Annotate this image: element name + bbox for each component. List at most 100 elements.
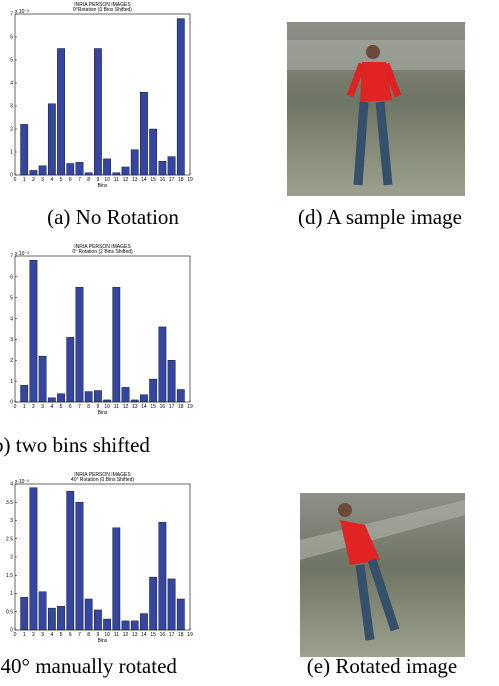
y-tick-label: 7 — [10, 12, 13, 18]
bar — [85, 392, 92, 402]
x-tick-label: 19 — [187, 404, 193, 410]
x-tick-label: 6 — [69, 404, 72, 410]
bar — [103, 619, 110, 630]
y-tick-label: 2.5 — [6, 536, 13, 542]
bar — [21, 385, 28, 402]
bar — [140, 614, 147, 630]
y-tick-label: 1 — [10, 379, 13, 385]
x-tick-label: 16 — [160, 177, 166, 183]
x-tick-label: 1 — [23, 632, 26, 638]
y-tick-label: 6 — [10, 275, 13, 281]
x-tick-label: 15 — [150, 404, 156, 410]
x-tick-label: 14 — [141, 177, 147, 183]
bar — [131, 400, 138, 402]
y-tick-label: 5 — [10, 295, 13, 301]
x-tick-label: 2 — [32, 177, 35, 183]
x-axis-label: Bins — [98, 183, 108, 189]
y-tick-label: 3 — [10, 337, 13, 343]
bar — [159, 161, 166, 175]
x-tick-label: 4 — [50, 177, 53, 183]
x-tick-label: 11 — [114, 177, 119, 183]
chart-subtitle: 0° Rotation (2 Bins Shifted) — [72, 249, 133, 255]
caption: (b) two bins shifted — [0, 433, 150, 457]
bar — [122, 387, 129, 402]
y-tick-label: 2 — [10, 358, 13, 364]
x-tick-label: 18 — [178, 177, 184, 183]
x-tick-label: 13 — [132, 404, 138, 410]
x-tick-label: 3 — [41, 404, 44, 410]
y-tick-label: 3 — [10, 518, 13, 524]
bar — [168, 360, 175, 402]
y-tick-label: 2 — [10, 555, 13, 561]
x-tick-label: 14 — [141, 404, 147, 410]
bar — [76, 502, 83, 630]
x-tick-label: 10 — [104, 404, 110, 410]
y-tick-label: 3.5 — [6, 500, 13, 506]
figure: (a) No Rotation (d) A sample image (b) t… — [0, 0, 499, 686]
bar — [85, 173, 92, 175]
caption: (c) 40° manually rotated — [0, 654, 177, 678]
bar — [122, 621, 129, 630]
x-axis-label: Bins — [98, 638, 108, 644]
y-tick-label: 5 — [10, 58, 13, 64]
x-tick-label: 15 — [150, 632, 156, 638]
bar — [149, 577, 156, 630]
x-tick-label: 19 — [187, 177, 193, 183]
bar — [94, 49, 101, 176]
x-tick-label: 3 — [41, 632, 44, 638]
bar — [168, 579, 175, 630]
caption: (a) No Rotation — [47, 205, 179, 229]
x-tick-label: 4 — [50, 632, 53, 638]
x-tick-label: 11 — [114, 404, 119, 410]
x-tick-label: 5 — [60, 177, 63, 183]
y-tick-label: 1.5 — [6, 573, 13, 579]
x-tick-label: 5 — [60, 404, 63, 410]
x-tick-label: 0 — [14, 177, 17, 183]
bar — [85, 599, 92, 630]
x-tick-label: 18 — [178, 632, 184, 638]
x-tick-label: 13 — [132, 632, 138, 638]
x-tick-label: 9 — [97, 177, 100, 183]
bar — [177, 389, 184, 402]
x-tick-label: 9 — [97, 404, 100, 410]
rotated-image — [300, 493, 465, 657]
x-tick-label: 6 — [69, 177, 72, 183]
bar — [30, 488, 37, 630]
sample-image — [287, 22, 465, 196]
bar — [76, 287, 83, 402]
bar — [57, 394, 64, 402]
x-tick-label: 17 — [169, 177, 175, 183]
x-tick-label: 0 — [14, 404, 17, 410]
bar — [177, 599, 184, 630]
bar — [113, 287, 120, 402]
x-tick-label: 13 — [132, 177, 138, 183]
bar — [159, 327, 166, 402]
x-tick-label: 16 — [160, 632, 166, 638]
x-tick-label: 11 — [114, 632, 119, 638]
x-tick-label: 10 — [104, 632, 110, 638]
y-tick-label: 7 — [10, 254, 13, 260]
y-tick-label: 1 — [10, 591, 13, 597]
x-tick-label: 12 — [123, 632, 129, 638]
chart-subtitle: 0°Rotation (0 Bins Shifted) — [73, 7, 132, 13]
bar — [113, 173, 120, 175]
bar — [21, 124, 28, 175]
x-tick-label: 5 — [60, 632, 63, 638]
x-tick-label: 1 — [23, 177, 26, 183]
x-tick-label: 14 — [141, 632, 147, 638]
x-tick-label: 17 — [169, 632, 175, 638]
bar — [39, 166, 46, 175]
bar — [67, 164, 74, 176]
plot-frame — [15, 14, 190, 175]
y-tick-label: 4 — [10, 316, 13, 322]
y-tick-label: 1 — [10, 150, 13, 156]
x-tick-label: 4 — [50, 404, 53, 410]
bar — [168, 157, 175, 175]
bar — [48, 398, 55, 402]
bar — [131, 621, 138, 630]
y-tick-label: 4 — [10, 482, 13, 488]
y-tick-label: 2 — [10, 127, 13, 133]
caption: (e) Rotated image — [307, 654, 457, 678]
bar — [57, 606, 64, 630]
bar — [76, 162, 83, 175]
